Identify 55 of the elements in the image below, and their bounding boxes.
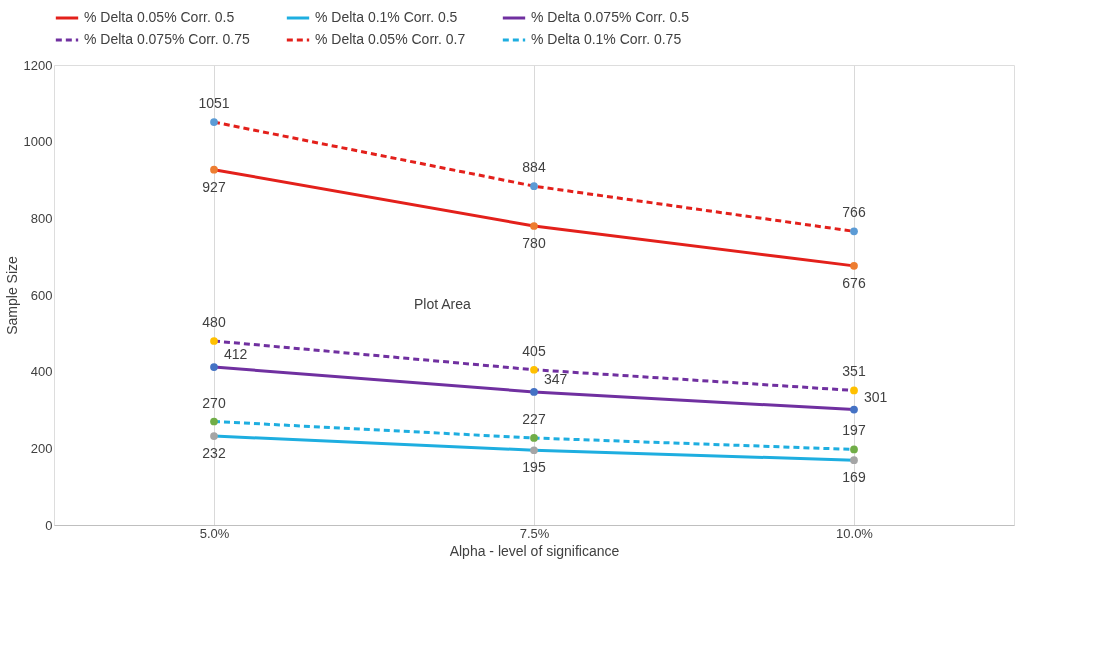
point xyxy=(210,417,218,426)
legend-label: % Delta 0.075% Corr. 0.75 xyxy=(84,31,250,47)
legend-label: % Delta 0.05% Corr. 0.7 xyxy=(315,31,466,47)
point xyxy=(530,365,538,374)
data-label: 195 xyxy=(522,459,546,476)
x-tick-label: 7.5% xyxy=(519,525,550,541)
legend-label: % Delta 0.1% Corr. 0.5 xyxy=(315,9,458,25)
point xyxy=(850,227,858,236)
data-label: 227 xyxy=(522,410,546,427)
annotation: Plot Area xyxy=(414,296,472,312)
point xyxy=(210,165,218,174)
data-label: 169 xyxy=(842,469,866,486)
point xyxy=(530,388,538,396)
data-label: 780 xyxy=(522,235,546,251)
data-label: 480 xyxy=(202,314,226,330)
point xyxy=(530,222,538,230)
data-label: 766 xyxy=(842,204,866,221)
point xyxy=(850,445,858,454)
y-axis-title: Sample Size xyxy=(3,255,20,335)
legend-label: % Delta 0.05% Corr. 0.5 xyxy=(84,9,235,25)
point xyxy=(210,432,218,440)
data-label: 676 xyxy=(842,274,866,291)
data-label: 884 xyxy=(522,159,546,176)
y-tick-label: 0 xyxy=(45,517,53,533)
data-label: 1051 xyxy=(198,95,230,112)
data-label: 412 xyxy=(224,346,248,363)
point xyxy=(850,262,858,270)
point xyxy=(210,363,218,371)
data-label: 351 xyxy=(842,363,866,380)
point xyxy=(210,118,218,126)
data-label: 232 xyxy=(202,445,226,462)
data-label: 927 xyxy=(202,178,226,195)
x-axis-title: Alpha - level of significance xyxy=(449,542,620,559)
y-tick-label: 200 xyxy=(30,440,53,456)
y-tick-label: 800 xyxy=(30,210,53,226)
data-label: 301 xyxy=(864,388,888,405)
point xyxy=(530,446,538,455)
legend-label: % Delta 0.1% Corr. 0.75 xyxy=(531,31,682,47)
point xyxy=(850,405,858,414)
y-tick-label: 1000 xyxy=(23,134,53,150)
data-label: 197 xyxy=(842,422,866,439)
y-tick-label: 1200 xyxy=(23,57,53,73)
x-tick-label: 5.0% xyxy=(199,525,230,541)
point xyxy=(850,456,858,465)
legend-label: % Delta 0.075% Corr. 0.5 xyxy=(531,9,690,25)
data-label: 347 xyxy=(544,370,568,387)
y-tick-label: 400 xyxy=(30,364,53,380)
data-label: 270 xyxy=(202,394,226,411)
point xyxy=(530,182,538,190)
point xyxy=(850,386,858,395)
x-tick-label: 10.0% xyxy=(836,525,874,541)
point xyxy=(210,337,218,345)
y-tick-label: 600 xyxy=(30,287,53,303)
point xyxy=(530,434,538,442)
data-label: 405 xyxy=(522,342,546,359)
